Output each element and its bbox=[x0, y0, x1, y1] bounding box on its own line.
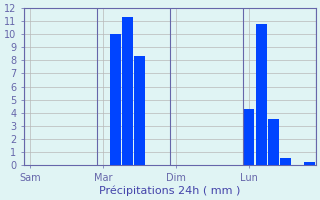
Bar bbox=[134, 56, 145, 165]
Bar bbox=[244, 109, 254, 165]
Bar bbox=[304, 162, 315, 165]
Bar bbox=[256, 24, 267, 165]
Bar bbox=[280, 158, 291, 165]
X-axis label: Précipitations 24h ( mm ): Précipitations 24h ( mm ) bbox=[99, 185, 241, 196]
Bar bbox=[110, 34, 121, 165]
Bar bbox=[122, 17, 133, 165]
Bar bbox=[268, 119, 279, 165]
